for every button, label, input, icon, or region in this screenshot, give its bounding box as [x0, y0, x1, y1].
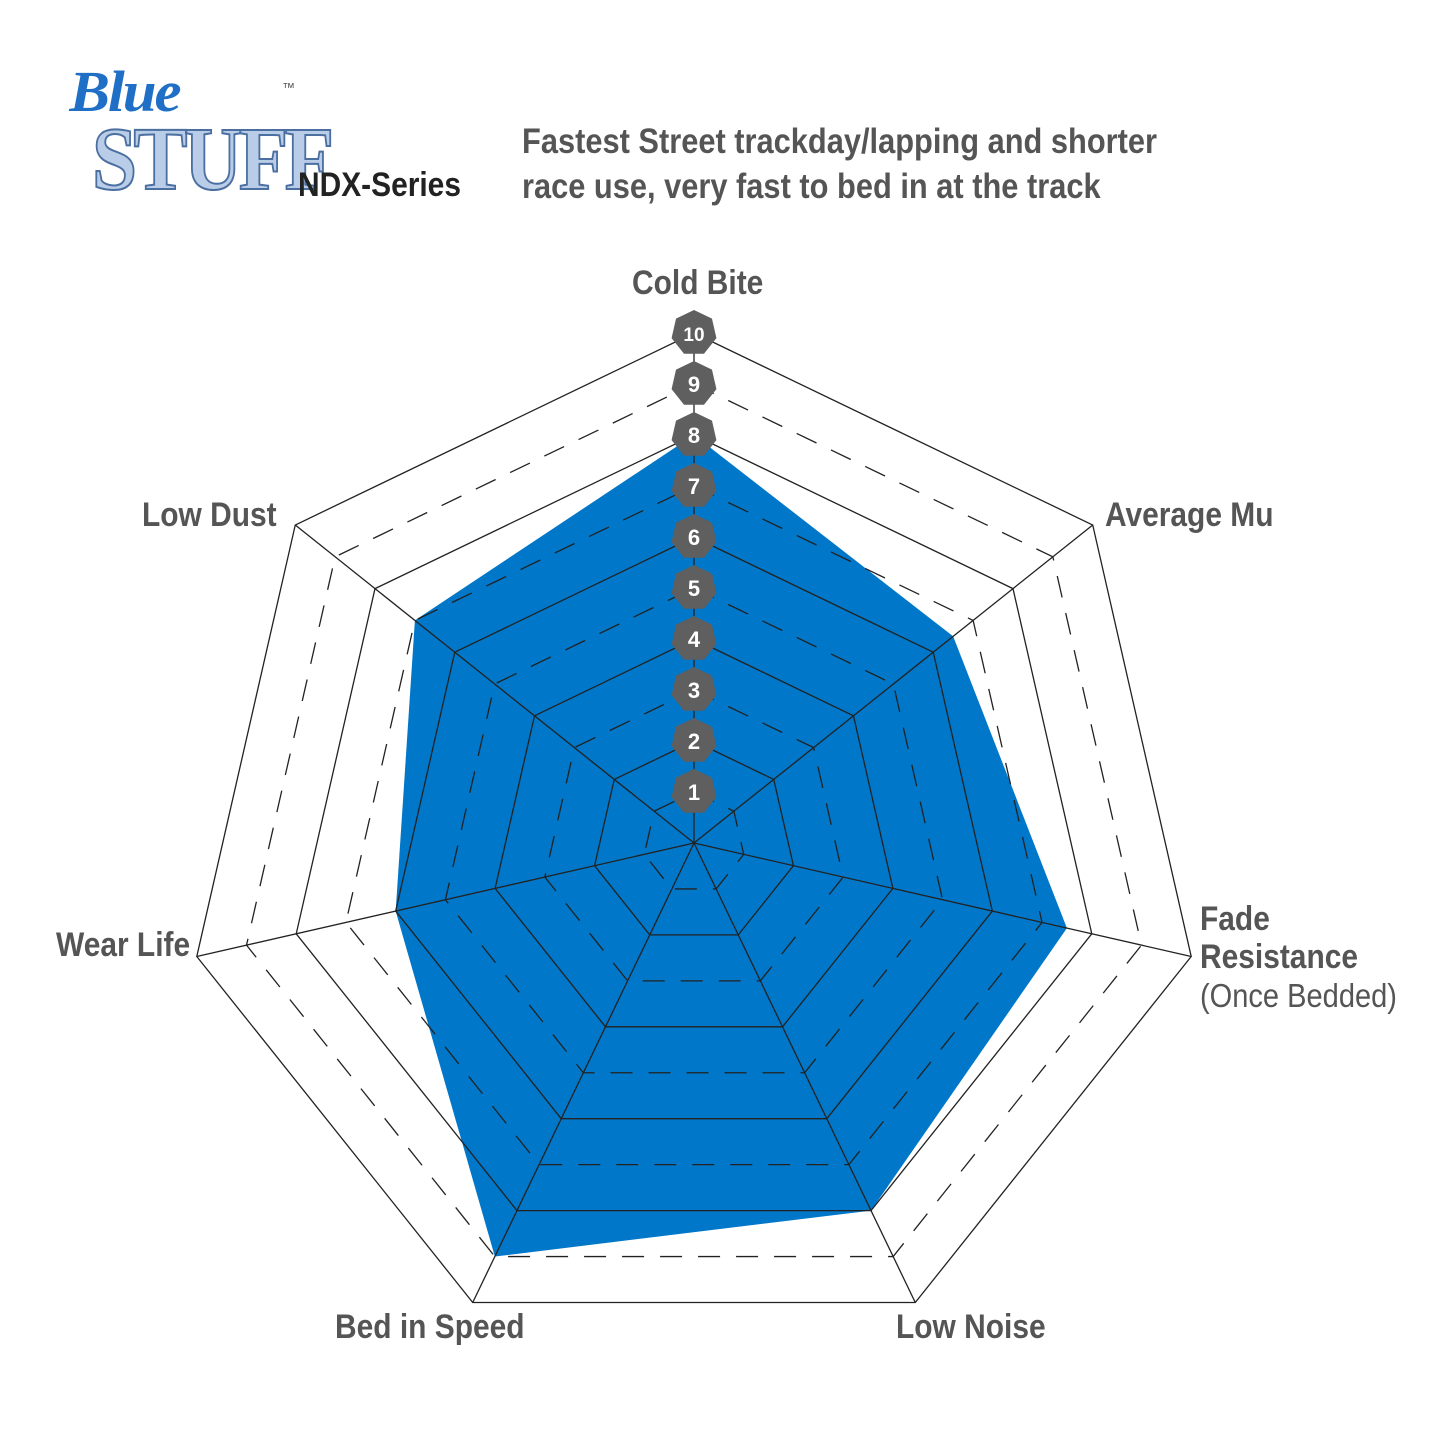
- axis-sublabel-once-bedded: (Once Bedded): [1200, 977, 1397, 1014]
- tick-label-2: 2: [688, 729, 700, 754]
- axis-label-fade-resistance: Fade: [1200, 900, 1270, 938]
- axis-line-4: [472, 842, 695, 1303]
- logo-stuff-text: STUFF: [91, 109, 335, 210]
- description-line-1: Fastest Street trackday/lapping and shor…: [522, 122, 1158, 161]
- trademark: ™: [282, 80, 295, 95]
- tick-badge-10: [671, 310, 717, 354]
- grid-ring-9: [245, 383, 1143, 1258]
- tick-label-4: 4: [688, 627, 701, 652]
- tick-label-10: 10: [683, 325, 704, 346]
- tick-badge-2: [671, 718, 717, 762]
- tick-badge-4: [671, 616, 717, 660]
- axis-line-6: [294, 524, 695, 844]
- tick-label-7: 7: [688, 474, 700, 499]
- grid-ring-1: [643, 791, 745, 890]
- grid-ring-4: [494, 638, 894, 1028]
- tick-label-9: 9: [688, 372, 700, 397]
- axis-label-resistance: Resistance: [1200, 938, 1359, 976]
- axis-line-1: [693, 524, 1094, 844]
- axis-label-average-mu: Average Mu: [1105, 496, 1274, 534]
- tick-badge-6: [671, 514, 717, 558]
- axis-label-low-dust: Low Dust: [142, 496, 277, 534]
- grid-ring-10: [196, 332, 1192, 1304]
- description-line-2: race use, very fast to bed in at the tra…: [522, 167, 1101, 206]
- tick-label-5: 5: [688, 576, 700, 601]
- axis-label-bed-in-speed: Bed in Speed: [335, 1308, 525, 1346]
- grid-ring-2: [593, 740, 795, 936]
- grid-ring-8: [295, 434, 1093, 1212]
- axis-label-wear-life: Wear Life: [56, 926, 191, 964]
- tick-label-3: 3: [688, 678, 700, 703]
- tick-badge-3: [671, 667, 717, 711]
- axis-line-2: [693, 842, 1192, 958]
- series-name: NDX-Series: [298, 166, 461, 204]
- axis-label-cold-bite: Cold Bite: [632, 264, 764, 302]
- axis-line-3: [693, 842, 916, 1303]
- tick-badge-9: [671, 361, 717, 405]
- tick-badge-5: [671, 565, 717, 609]
- grid-ring-5: [444, 587, 944, 1074]
- logo-blue-text: Blue: [69, 59, 181, 124]
- grid-ring-3: [544, 689, 844, 982]
- tick-badge-7: [671, 463, 717, 507]
- tick-label-6: 6: [688, 525, 700, 550]
- grid-ring-7: [345, 485, 1043, 1166]
- tick-badge-8: [671, 412, 717, 456]
- axis-line-5: [196, 842, 695, 958]
- axis-label-low-noise: Low Noise: [896, 1308, 1046, 1346]
- grid-ring-6: [394, 536, 994, 1120]
- data-area: [395, 435, 1067, 1257]
- tick-badge-1: [671, 769, 717, 813]
- tick-label-1: 1: [688, 780, 700, 805]
- tick-label-8: 8: [688, 423, 700, 448]
